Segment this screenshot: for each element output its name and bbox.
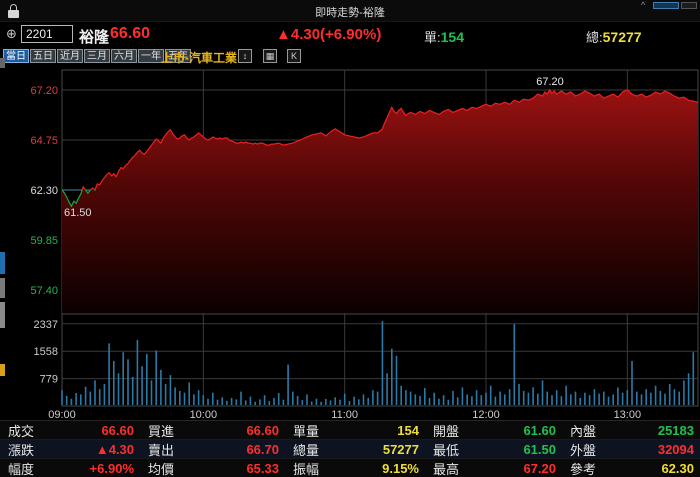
info-cell: 買進 66.60 [140, 421, 285, 440]
tab-period-0[interactable]: 當日 [3, 49, 29, 63]
info-value: +6.90% [89, 461, 134, 476]
period-tabs: 當日 五日 近月 三月 六月 一年 五年 [3, 49, 191, 63]
info-value: 66.60 [101, 423, 134, 438]
price-change: ▲4.30(+6.90%) [276, 26, 382, 43]
info-label: 總量 [293, 443, 320, 458]
svg-text:64.75: 64.75 [30, 135, 58, 147]
info-label: 漲跌 [8, 443, 35, 458]
info-cell: 幅度 +6.90% [0, 459, 140, 477]
dock-strip-segment [0, 364, 5, 376]
dock-strip-segment [0, 278, 5, 298]
info-value: ▲4.30 [95, 442, 134, 457]
chart-canvas[interactable]: 67.20 64.75 62.30 59.85 57.40 2337 1558 779 09:0… [0, 66, 700, 420]
info-value: 61.50 [523, 442, 556, 457]
stock-id-input[interactable] [21, 25, 73, 43]
info-cell: 開盤 61.60 [425, 421, 562, 440]
info-value: 65.33 [246, 461, 279, 476]
svg-text:67.20: 67.20 [536, 76, 564, 88]
last-price: 66.60 [110, 25, 151, 42]
info-value: 57277 [382, 442, 419, 457]
dock-strip-segment [0, 302, 5, 328]
info-cell: 均價 65.33 [140, 459, 285, 477]
info-cell: 外盤 32094 [562, 440, 700, 459]
info-cell: 振幅 9.15% [285, 459, 425, 477]
info-label: 內盤 [570, 424, 597, 439]
stock-name: 裕隆 [79, 29, 110, 46]
svg-text:13:00: 13:00 [614, 409, 642, 420]
info-value: 66.60 [246, 423, 279, 438]
total-volume: 總:57277 [586, 29, 642, 45]
period-tabbar: 當日 五日 近月 三月 六月 一年 五年 上市-汽車工業 ↕ ▦ K [0, 48, 700, 66]
svg-text:11:00: 11:00 [331, 409, 358, 420]
info-cell: 總量 57277 [285, 440, 425, 459]
info-cell: 單量 154 [285, 421, 425, 440]
svg-text:10:00: 10:00 [190, 409, 218, 420]
info-cell: 內盤 25183 [562, 421, 700, 440]
info-value: 61.60 [523, 423, 556, 438]
info-label: 買進 [148, 424, 175, 439]
info-value: 25183 [657, 423, 694, 438]
tab-period-2[interactable]: 近月 [57, 49, 83, 63]
lot-volume: 單:154 [424, 29, 464, 45]
info-label: 參考 [570, 462, 597, 477]
svg-text:61.50: 61.50 [64, 207, 92, 219]
chevron-up-icon[interactable]: ^ [641, 0, 646, 10]
svg-text:57.40: 57.40 [30, 285, 58, 297]
info-cell: 漲跌 ▲4.30 [0, 440, 140, 459]
info-row: 成交 66.60 買進 66.60 單量 154 開盤 61.60 內盤 25183 [0, 421, 700, 440]
dock-strip-segment [0, 252, 5, 274]
kline-icon[interactable]: K [287, 49, 301, 63]
tab-period-3[interactable]: 三月 [84, 49, 110, 63]
svg-text:779: 779 [40, 374, 58, 386]
info-label: 單量 [293, 424, 320, 439]
quote-info-panel: 成交 66.60 買進 66.60 單量 154 開盤 61.60 內盤 25183 漲跌 ▲4.30… [0, 420, 700, 477]
overlay-panel-icon[interactable]: ▦ [263, 49, 277, 63]
svg-text:59.85: 59.85 [30, 235, 58, 247]
window-title: 即時走勢-裕隆 [315, 7, 385, 19]
tab-period-4[interactable]: 六月 [111, 49, 137, 63]
market-category-label: 上市-汽車工業 [161, 51, 237, 65]
info-cell: 最低 61.50 [425, 440, 562, 459]
info-label: 振幅 [293, 462, 320, 477]
info-label: 幅度 [8, 462, 35, 477]
window-control-box[interactable] [681, 2, 697, 9]
info-label: 開盤 [433, 424, 460, 439]
info-cell: 參考 62.30 [562, 459, 700, 477]
dock-strip-segment [0, 58, 5, 68]
titlebar: 即時走勢-裕隆 ^ [0, 0, 700, 22]
svg-text:12:00: 12:00 [472, 409, 500, 420]
tab-period-6[interactable]: 五年 [165, 49, 191, 63]
info-value: 9.15% [382, 461, 419, 476]
expand-vertical-icon[interactable]: ↕ [238, 49, 252, 63]
info-value: 62.30 [661, 461, 694, 476]
info-cell: 成交 66.60 [0, 421, 140, 440]
tab-period-1[interactable]: 五日 [30, 49, 56, 63]
info-cell: 賣出 66.70 [140, 440, 285, 459]
info-value: 32094 [657, 442, 694, 457]
info-value: 154 [397, 423, 419, 438]
info-label: 均價 [148, 462, 175, 477]
quote-bar: ⊕ 裕隆 66.60 ▲4.30(+6.90%) 單:154 總:57277 [0, 22, 700, 48]
svg-text:1558: 1558 [34, 346, 58, 358]
tab-period-5[interactable]: 一年 [138, 49, 164, 63]
svg-text:62.30: 62.30 [30, 185, 58, 197]
svg-text:2337: 2337 [34, 319, 58, 331]
add-symbol-icon[interactable]: ⊕ [6, 27, 17, 42]
info-row: 幅度 +6.90% 均價 65.33 振幅 9.15% 最高 67.20 參考 62.30 [0, 459, 700, 477]
info-row: 漲跌 ▲4.30 賣出 66.70 總量 57277 最低 61.50 外盤 32094 [0, 440, 700, 459]
info-label: 外盤 [570, 443, 597, 458]
info-label: 最低 [433, 443, 460, 458]
lock-icon [8, 4, 19, 18]
window-control-strip[interactable] [653, 2, 679, 9]
svg-text:67.20: 67.20 [30, 85, 58, 97]
svg-text:09:00: 09:00 [48, 409, 76, 420]
info-label: 賣出 [148, 443, 175, 458]
info-value: 67.20 [523, 461, 556, 476]
info-label: 成交 [8, 424, 35, 439]
info-value: 66.70 [246, 442, 279, 457]
intraday-chart[interactable]: 67.20 64.75 62.30 59.85 57.40 2337 1558 779 09:0… [0, 66, 700, 420]
info-cell: 最高 67.20 [425, 459, 562, 477]
info-label: 最高 [433, 462, 460, 477]
